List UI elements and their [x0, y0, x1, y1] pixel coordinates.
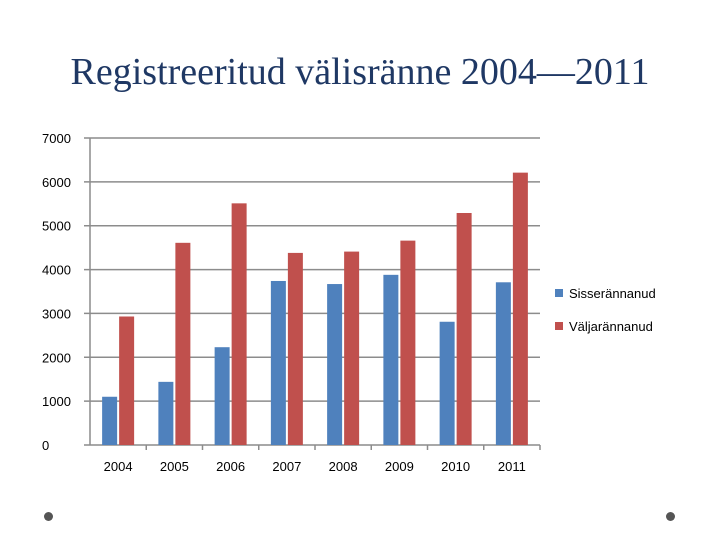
bar-sissernnanud-2009: [383, 274, 399, 445]
decorative-dot-left: [44, 512, 53, 521]
y-tick-label: 7000: [42, 131, 71, 146]
bar-vljarnnanud-2007: [287, 252, 303, 445]
slide-title: Registreeritud välisränne 2004—2011: [70, 51, 650, 93]
bar-sissernnanud-2006: [214, 347, 230, 445]
y-tick-label: 1000: [42, 394, 71, 409]
y-tick-label: 6000: [42, 175, 71, 190]
gridlines: [84, 137, 541, 450]
y-axis-ticks: 0 1000 2000 3000 4000 5000 6000 7000: [42, 131, 71, 453]
bar-vljarnnanud-2006: [231, 203, 247, 445]
bar-vljarnnanud-2010: [456, 212, 472, 445]
bar-vljarnnanud-2005: [175, 242, 191, 445]
bar-sissernnanud-2008: [327, 284, 343, 445]
y-tick-label: 3000: [42, 306, 71, 321]
legend: Sisserännanud Väljarännanud: [555, 284, 656, 350]
bar-sissernnanud-2011: [495, 282, 511, 445]
bars: [102, 172, 528, 445]
bar-vljarnnanud-2004: [119, 316, 135, 445]
legend-swatch-valjarannanud: [555, 322, 563, 330]
legend-item-sisserannanud: Sisserännanud: [555, 284, 656, 302]
bar-vljarnnanud-2009: [400, 240, 416, 445]
x-tick-label: 2006: [216, 459, 245, 474]
x-axis-ticks: 2004 2005 2006 2007 2008 2009 2010 2011: [104, 459, 526, 474]
x-tick-label: 2010: [441, 459, 470, 474]
y-tick-label: 4000: [42, 263, 71, 278]
x-tick-label: 2005: [160, 459, 189, 474]
bar-vljarnnanud-2008: [344, 251, 360, 445]
bar-vljarnnanud-2011: [512, 172, 528, 445]
x-tick-label: 2008: [329, 459, 358, 474]
y-tick-label: 0: [42, 438, 49, 453]
y-tick-label: 2000: [42, 350, 71, 365]
legend-item-valjarannanud: Väljarännanud: [555, 317, 656, 335]
x-tick-label: 2011: [498, 459, 526, 474]
bar-sissernnanud-2004: [102, 396, 118, 445]
decorative-dot-right: [666, 512, 675, 521]
bar-sissernnanud-2005: [158, 381, 174, 445]
x-tick-label: 2007: [272, 459, 301, 474]
legend-swatch-sisserannanud: [555, 289, 563, 297]
bar-sissernnanud-2007: [270, 280, 286, 445]
legend-label-valjarannanud: Väljarännanud: [569, 318, 653, 334]
y-tick-label: 5000: [42, 219, 71, 234]
legend-label-sisserannanud: Sisserännanud: [569, 285, 656, 301]
x-tick-label: 2004: [104, 459, 133, 474]
x-tick-label: 2009: [385, 459, 414, 474]
bar-sissernnanud-2010: [439, 321, 455, 445]
